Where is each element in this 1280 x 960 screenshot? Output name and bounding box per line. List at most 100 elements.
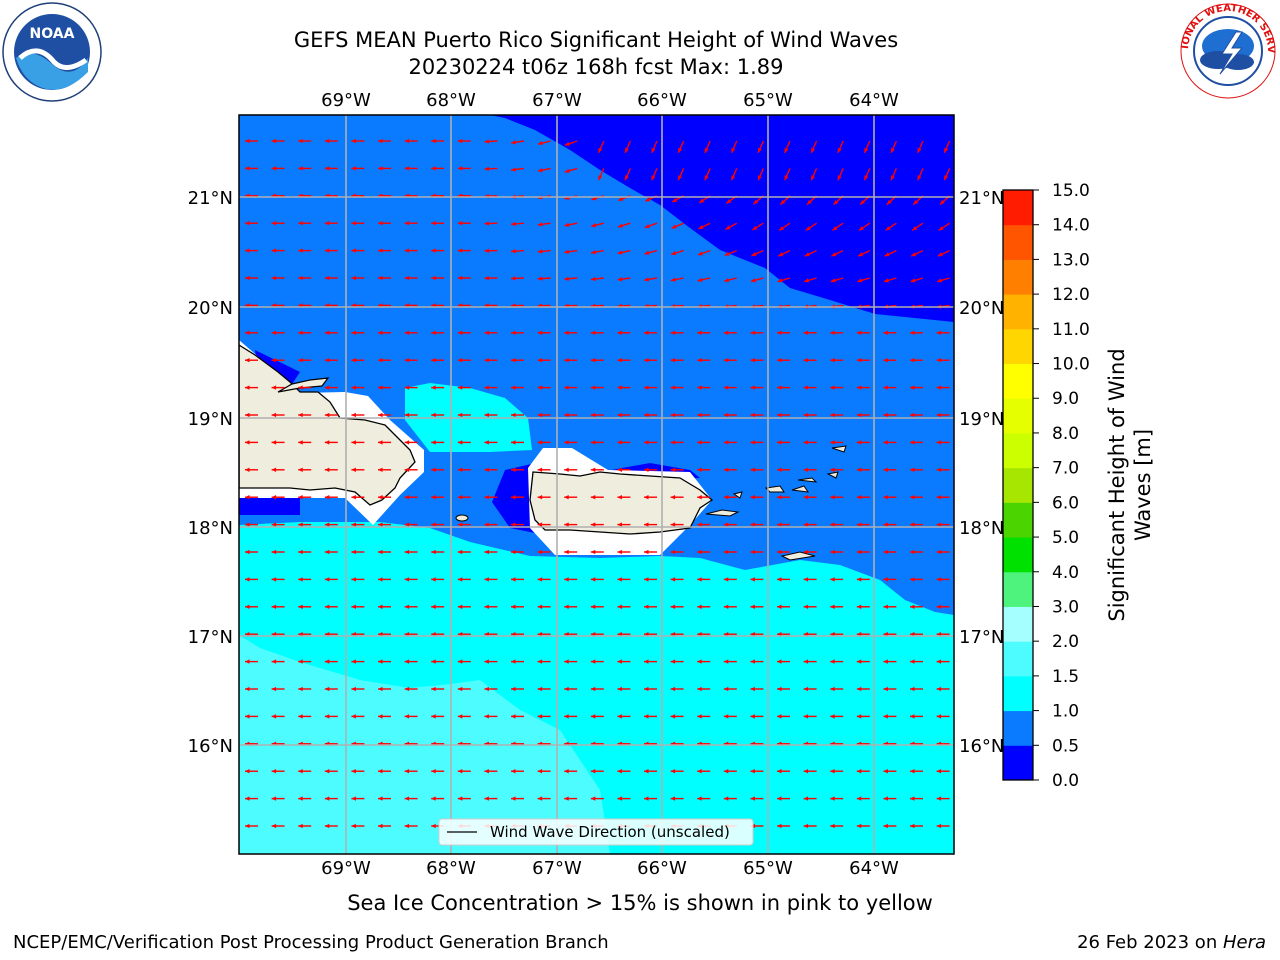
wave-arrow: [830, 823, 844, 829]
wave-arrow: [831, 222, 844, 231]
wave-arrow: [271, 686, 285, 692]
wave-arrow: [803, 769, 817, 774]
wave-arrow: [324, 275, 338, 281]
wave-arrow: [511, 495, 524, 500]
sea-ice-note: Sea Ice Concentration > 15% is shown in …: [347, 891, 933, 915]
wave-arrow: [624, 168, 632, 181]
wave-arrow: [484, 686, 498, 692]
wave-arrow: [271, 275, 285, 281]
wave-arrow: [590, 659, 604, 664]
wave-arrow: [830, 549, 844, 555]
wave-arrow: [590, 330, 604, 335]
wave-arrow: [404, 275, 418, 281]
wave-arrow: [777, 495, 790, 500]
wave-arrow: [723, 412, 737, 418]
wave-arrow: [510, 221, 525, 227]
wave-arrow: [351, 412, 365, 418]
wave-arrow: [723, 330, 737, 335]
wave-arrow: [537, 686, 551, 692]
wave-arrow: [670, 385, 684, 390]
wave-arrow: [431, 495, 445, 500]
wave-arrow: [883, 659, 897, 664]
wave-arrow: [670, 796, 684, 801]
wave-arrow: [271, 796, 285, 801]
colorbar-tick: 0.5: [1052, 736, 1079, 756]
wave-arrow: [590, 440, 604, 445]
wave-arrow: [484, 139, 498, 144]
colorbar-swatch: [1003, 328, 1033, 365]
wave-arrow: [778, 222, 791, 231]
colorbar-tick: 11.0: [1052, 320, 1090, 340]
wave-arrow: [803, 686, 817, 692]
wave-arrow: [511, 686, 524, 692]
wave-arrow: [590, 549, 604, 555]
wave-arrow: [644, 577, 657, 582]
wave-arrow: [777, 823, 790, 829]
wave-arrow: [324, 221, 338, 226]
wave-arrow: [803, 358, 817, 363]
chart-title: GEFS MEAN Puerto Rico Significant Height…: [293, 28, 899, 52]
wave-arrow: [564, 440, 578, 445]
colorbar-tick: 3.0: [1052, 597, 1079, 617]
wave-arrow: [378, 522, 391, 527]
wave-arrow: [404, 138, 418, 144]
wave-arrow: [830, 769, 844, 774]
wave-arrow: [378, 166, 391, 171]
wave-arrow: [511, 769, 524, 774]
wave-arrow: [830, 577, 844, 582]
wave-arrow: [617, 659, 631, 664]
wave-arrow: [351, 248, 365, 253]
wave-arrow: [431, 522, 445, 527]
colorbar-tick: 14.0: [1052, 216, 1090, 236]
wave-arrow: [431, 358, 445, 363]
wave-arrow: [564, 276, 578, 281]
wave-arrow: [863, 140, 871, 154]
wave-arrow: [510, 248, 525, 254]
wave-arrow: [910, 385, 923, 390]
wave-arrow: [378, 440, 391, 445]
wave-arrow: [830, 604, 844, 609]
wave-arrow: [457, 440, 471, 445]
colorbar-swatch: [1003, 190, 1033, 226]
wave-arrow: [723, 440, 737, 445]
wave-arrow: [484, 604, 498, 609]
wave-arrow: [378, 796, 391, 801]
wave-arrow: [936, 440, 950, 445]
wave-arrow: [484, 577, 498, 582]
wave-arrow: [917, 168, 924, 181]
wave-arrow: [351, 686, 365, 692]
wave-arrow: [457, 248, 471, 253]
wave-arrow: [590, 467, 604, 472]
wave-arrow: [777, 330, 790, 335]
wave-arrow: [537, 385, 551, 390]
map-legend: Wind Wave Direction (unscaled): [438, 818, 754, 846]
wave-arrow: [378, 823, 391, 829]
wave-arrow: [617, 714, 631, 719]
wave-arrow: [890, 140, 898, 154]
wave-arrow: [590, 769, 604, 774]
wave-arrow: [351, 221, 365, 226]
wave-arrow: [351, 549, 365, 555]
wave-arrow: [910, 549, 923, 555]
wave-arrow: [378, 412, 391, 418]
wave-arrow: [431, 166, 445, 171]
wave-arrow: [757, 140, 765, 154]
wave-arrow: [457, 604, 471, 609]
wave-arrow: [484, 412, 498, 418]
wave-arrow: [750, 769, 764, 774]
wave-arrow: [723, 714, 737, 719]
wave-arrow: [697, 686, 711, 692]
wave-arrow: [484, 796, 498, 801]
colorbar-tick: 4.0: [1052, 563, 1079, 583]
wave-arrow: [511, 385, 524, 390]
wave-arrow: [730, 140, 738, 154]
wave-arrow: [644, 549, 657, 555]
wave-arrow: [670, 440, 684, 445]
wave-arrow: [884, 249, 897, 257]
wave-arrow: [511, 167, 525, 172]
wave-arrow: [617, 522, 631, 527]
wave-arrow: [484, 275, 498, 281]
wave-arrow: [511, 659, 524, 664]
wave-arrow: [830, 467, 844, 472]
wave-arrow: [644, 249, 658, 255]
